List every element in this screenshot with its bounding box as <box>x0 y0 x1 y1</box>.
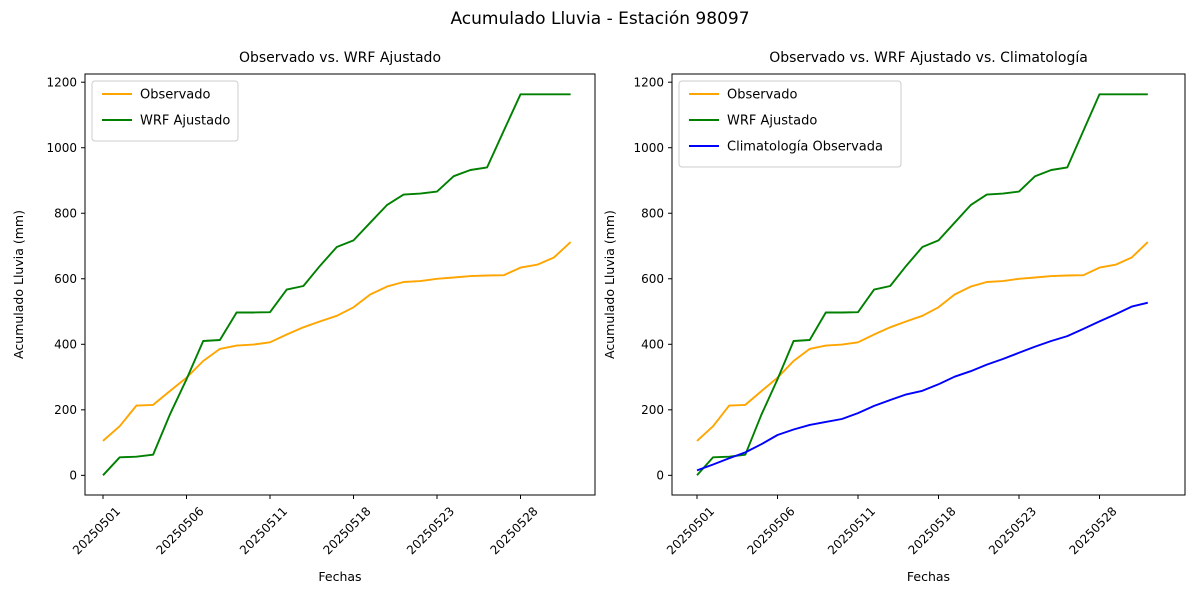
subplot-title: Observado vs. WRF Ajustado <box>239 50 441 66</box>
y-tick-label: 800 <box>641 206 664 220</box>
y-axis-label: Acumulado Lluvia (mm) <box>11 210 26 359</box>
x-tick-label: 20250518 <box>906 504 959 557</box>
series-line-wrf-ajustado <box>102 93 571 476</box>
figure-suptitle: Acumulado Lluvia - Estación 98097 <box>450 9 750 29</box>
y-tick-label: 600 <box>641 272 664 286</box>
plot-area <box>671 73 1186 496</box>
series-line-observado <box>102 241 572 442</box>
legend-label: WRF Ajustado <box>727 114 817 129</box>
x-axis-label: Fechas <box>907 569 950 584</box>
x-tick-label: 20250511 <box>825 504 878 557</box>
plot-area <box>84 73 596 496</box>
series-line-climatolog-a-observada <box>696 301 1149 472</box>
x-tick-label: 20250506 <box>745 504 798 557</box>
y-tick-label: 0 <box>69 469 77 483</box>
legend-box <box>678 80 902 168</box>
subplot-left: 0 200 400 600 800 1000 1200 20250501 20250506 202… <box>11 50 596 584</box>
x-tick-label: 20250501 <box>70 504 123 557</box>
legend-label: Climatología Observada <box>727 140 883 155</box>
legend: Observado WRF Ajustado Climatología Observ… <box>678 80 902 168</box>
series-line-observado <box>696 241 1149 442</box>
y-tick-label: 200 <box>641 403 664 417</box>
y-tick-label: 400 <box>641 337 664 351</box>
legend-label: Observado <box>727 88 798 103</box>
x-tick-label: 20250523 <box>404 504 457 557</box>
x-tick-label: 20250528 <box>488 504 541 557</box>
x-tick-label: 20250501 <box>664 504 717 557</box>
y-tick-label: 1000 <box>46 141 77 155</box>
legend-box <box>91 80 239 142</box>
subplot-right: 0 200 400 600 800 1000 1200 20250501 20250506 202… <box>602 50 1186 584</box>
series-line-wrf-ajustado <box>696 93 1148 476</box>
x-tick-label: 20250528 <box>1067 504 1120 557</box>
x-tick-label: 20250506 <box>154 504 207 557</box>
legend-label: WRF Ajustado <box>140 114 230 129</box>
subplot-title: Observado vs. WRF Ajustado vs. Climatolo… <box>769 50 1088 66</box>
legend-label: Observado <box>140 88 211 103</box>
y-tick-label: 1200 <box>633 75 664 89</box>
y-tick-label: 0 <box>656 469 664 483</box>
y-tick-label: 200 <box>54 403 77 417</box>
y-axis-label: Acumulado Lluvia (mm) <box>602 210 617 359</box>
x-tick-label: 20250523 <box>986 504 1039 557</box>
legend: Observado WRF Ajustado <box>91 80 239 142</box>
y-tick-label: 600 <box>54 272 77 286</box>
x-tick-label: 20250518 <box>321 504 374 557</box>
y-tick-label: 1200 <box>46 75 77 89</box>
x-tick-label: 20250511 <box>237 504 290 557</box>
y-tick-label: 400 <box>54 337 77 351</box>
x-axis-label: Fechas <box>318 569 361 584</box>
y-tick-label: 800 <box>54 206 77 220</box>
y-tick-label: 1000 <box>633 141 664 155</box>
